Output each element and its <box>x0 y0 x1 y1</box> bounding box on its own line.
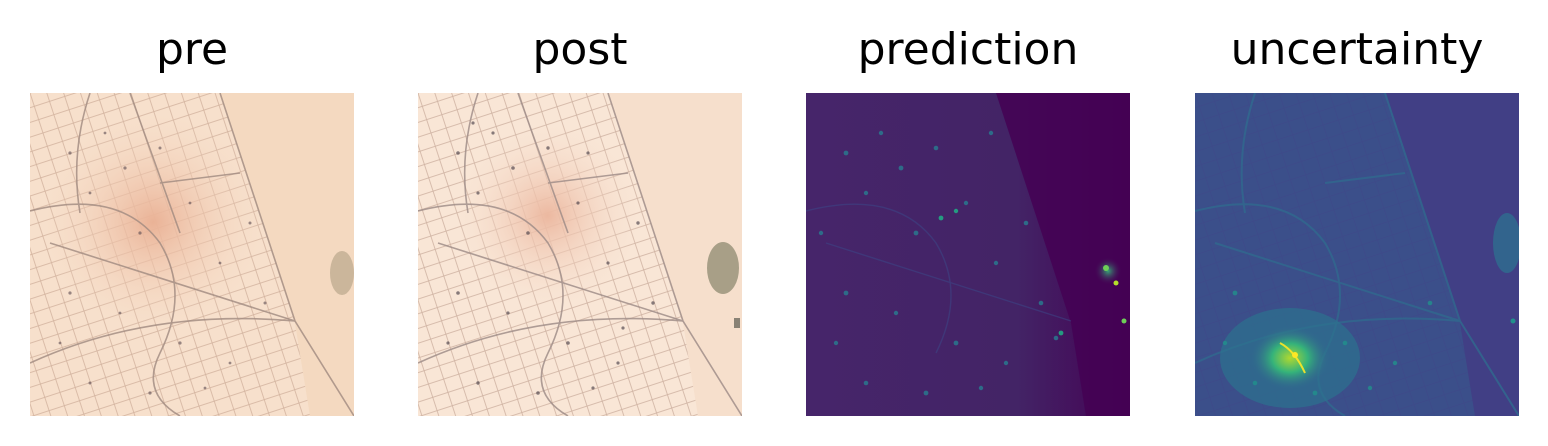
pre-satellite-picture <box>30 93 354 416</box>
pre-image <box>30 93 354 416</box>
uncertainty-heatmap-picture <box>1195 93 1519 416</box>
panel-title-prediction: prediction <box>857 24 1079 75</box>
panel-title-post: post <box>532 24 628 75</box>
prediction-heatmap-picture <box>806 93 1130 416</box>
post-image <box>418 93 742 416</box>
post-satellite-picture <box>418 93 742 416</box>
uncertainty-heatmap <box>1195 93 1519 416</box>
prediction-heatmap <box>806 93 1130 416</box>
panel-title-pre: pre <box>155 24 229 75</box>
panel-title-uncertainty: uncertainty <box>1230 24 1484 75</box>
